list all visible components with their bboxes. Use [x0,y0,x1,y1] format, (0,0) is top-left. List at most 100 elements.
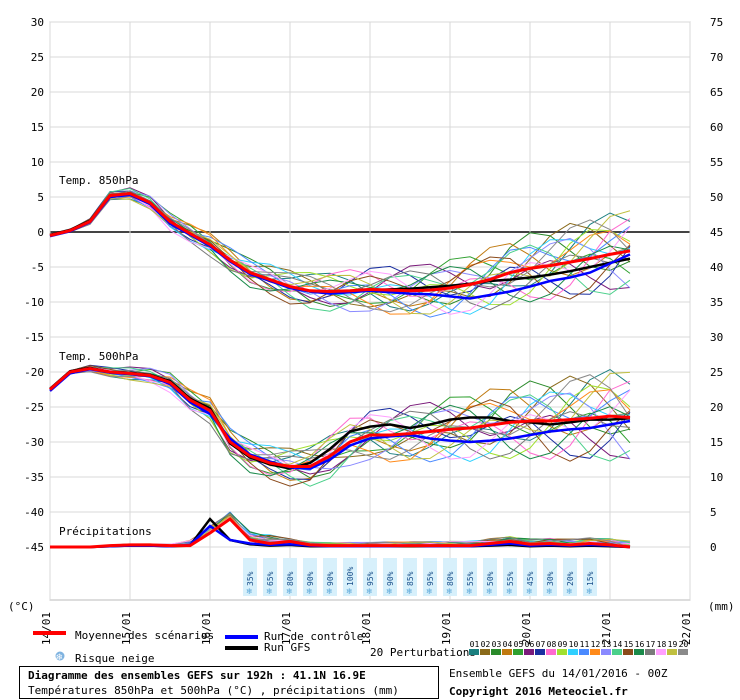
right-tick-label: 70 [710,51,723,64]
perturbation-id: 12 [590,640,601,649]
x-tick-label: 14/01 [40,612,53,645]
snowflake-icon: ❄ [506,587,513,596]
snow-risk-value: 20% [566,571,575,586]
snow-risk-value: 100% [346,567,355,586]
snowflake-icon: ❄ [566,587,573,596]
perturbation-swatch [656,649,666,655]
snowflake-icon: ❄ [55,651,65,663]
perturbation-swatch [601,649,611,655]
snow-risk-value: 90% [306,571,315,586]
x-tick-label: 20/01 [520,612,533,645]
snowflake-icon: ❄ [386,587,393,596]
left-tick-label: -30 [24,436,44,449]
right-tick-label: 60 [710,121,723,134]
snow-risk-cell [503,558,517,596]
perturbation-id: 08 [546,640,557,649]
left-tick-label: -25 [24,401,44,414]
main-series-lines [49,191,631,549]
snow-risk-value: 35% [246,571,255,586]
label-t850: Temp. 850hPa [59,174,138,187]
snow-risk-cell [543,558,557,596]
right-tick-label: 30 [710,331,723,344]
x-tick-label: 15/01 [120,612,133,645]
perturbation-legend-item: 10 [568,641,579,657]
perturbation-swatch [667,649,677,655]
perturbation-swatch [634,649,644,655]
snow-risk-cell [523,558,537,596]
snow-risk-cell [463,558,477,596]
snowflake-icon: ❄ [466,587,473,596]
snowflake-icon: ❄ [366,587,373,596]
left-tick-label: -5 [31,261,44,274]
perturbation-line-14 [49,188,631,312]
perturbation-legend-item: 05 [513,641,524,657]
right-axis-unit: (mm) [708,600,735,613]
perturbation-legend-item: 03 [491,641,502,657]
perturbation-swatch [469,649,479,655]
perturbation-id: 10 [568,640,579,649]
perturbation-id: 17 [645,640,656,649]
perturbation-swatch [623,649,633,655]
snow-risk-cell [423,558,437,596]
perturbation-id: 11 [579,640,590,649]
right-tick-label: 5 [710,506,717,519]
perturbation-line-08 [49,366,631,476]
label-precip: Précipitations [59,525,152,538]
perturbation-id: 15 [623,640,634,649]
precip-moyenne-des-sc-narios-line [50,517,631,549]
perturbation-legend-item: 04 [502,641,513,657]
left-tick-label: -15 [24,331,44,344]
perturbation-swatch [678,649,688,655]
t850-moyenne-des-sc-narios-line [49,191,631,294]
perturbation-legend-item: 13 [601,641,612,657]
x-tick-label: 16/01 [200,612,213,645]
snowflake-icon: ❄ [526,587,533,596]
snow-risk-value: 55% [506,571,515,586]
snow-risk-cell [583,558,597,596]
perturbation-swatch [480,649,490,655]
snowflake-icon: ❄ [306,587,313,596]
perturbation-id: 09 [557,640,568,649]
snow-risk-value: 80% [286,571,295,586]
right-tick-label: 35 [710,296,723,309]
snowflake-icon: ❄ [326,587,333,596]
x-tick-label: 21/01 [600,612,613,645]
perturbation-id: 07 [535,640,546,649]
snow-risk-value: 65% [266,571,275,586]
label-t500: Temp. 500hPa [59,350,138,363]
perturbation-legend-item: 17 [645,641,656,657]
left-tick-label: 5 [37,191,44,204]
left-tick-label: 30 [31,16,44,29]
perturbation-line-18 [49,193,631,315]
perturbation-legend-item: 02 [480,641,491,657]
snowflake-icon: ❄ [546,587,553,596]
snow-risk-value: 55% [466,571,475,586]
perturbation-swatch [579,649,589,655]
snowflake-icon: ❄ [586,587,593,596]
snow-risk-cell [243,558,257,596]
snowflake-icon: ❄ [246,587,253,596]
perturbation-line-19 [49,368,631,465]
left-tick-label: -45 [24,541,44,554]
left-tick-label: 0 [37,226,44,239]
snow-risk-cell [443,558,457,596]
snow-risk-value: 95% [366,571,375,586]
left-tick-label: -35 [24,471,44,484]
left-tick-label: -40 [24,506,44,519]
t500-moyenne-des-sc-narios-line [49,366,631,468]
perturbation-id: 03 [491,640,502,649]
right-tick-label: 25 [710,366,723,379]
snow-risk-cell [403,558,417,596]
left-tick-label: 25 [31,51,44,64]
snow-risk-value: 45% [526,571,535,586]
right-tick-label: 20 [710,401,723,414]
perturbation-id: 05 [513,640,524,649]
perturbation-id: 04 [502,640,513,649]
perturbation-swatch [513,649,523,655]
right-tick-label: 75 [710,16,723,29]
snowflake-icon: ❄ [426,587,433,596]
legend-gfs-label: Run GFS [264,641,311,654]
perturbation-legend-item: 20 [678,641,689,657]
snow-risk-value: 90% [326,571,335,586]
snowflake-icon: ❄ [446,587,453,596]
